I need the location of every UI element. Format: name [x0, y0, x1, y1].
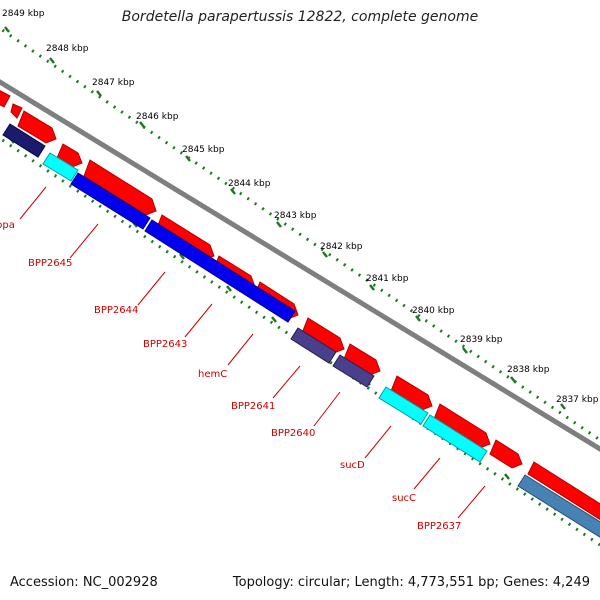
- feature-arrow: [390, 375, 433, 411]
- cds-bar-steel: [517, 474, 600, 538]
- ruler-label: 2838 kbp: [507, 365, 550, 375]
- cds-bar-cyan: [378, 386, 429, 425]
- gene-label: BPP2645: [28, 258, 72, 269]
- ruler-label: 2837 kbp: [556, 395, 599, 405]
- gene-label: BPP2637: [417, 521, 461, 532]
- gene-label: BPP2640: [271, 428, 315, 439]
- ruler-tick: [369, 284, 375, 291]
- ruler-tick: [230, 188, 236, 195]
- cds-bar-navy: [2, 123, 46, 158]
- cds-bar-blue: [144, 219, 296, 323]
- ruler-label: 2849 kbp: [2, 9, 45, 19]
- leader-line: [364, 425, 392, 459]
- ruler-tick: [271, 316, 277, 323]
- leader-line: [457, 485, 486, 519]
- gene-label: BPP2641: [231, 401, 275, 412]
- leader-line: [272, 365, 301, 399]
- cds-bar-purple: [332, 354, 375, 388]
- leader-line: [184, 303, 213, 338]
- backbone-line: [0, 79, 600, 452]
- ruler-label: 2841 kbp: [366, 274, 409, 284]
- leader-line: [413, 457, 441, 490]
- feature-arrow: [527, 461, 600, 521]
- ruler-label: 2846 kbp: [136, 112, 179, 122]
- reverse-features: [2, 123, 600, 538]
- gene-leaders: [19, 186, 486, 519]
- cds-bar-cyan: [422, 414, 488, 463]
- feature-arrow: [343, 343, 381, 376]
- ruler-label: 2844 kbp: [228, 179, 271, 189]
- feature-arrow: [433, 403, 491, 449]
- ruler-tick: [185, 155, 191, 162]
- ruler-tick: [276, 221, 282, 228]
- ruler-tick: [322, 251, 328, 258]
- leader-line: [227, 333, 254, 366]
- leader-line: [137, 271, 166, 306]
- ruler-label: 2848 kbp: [46, 44, 89, 54]
- feature-arrow: [489, 439, 523, 469]
- cds-bar-cyan: [42, 152, 79, 182]
- feature-arrow: [301, 317, 345, 354]
- ruler-tick: [4, 26, 10, 33]
- ruler-tick: [415, 315, 421, 322]
- ruler-tick: [462, 347, 468, 354]
- ruler-label: 2847 kbp: [92, 78, 135, 88]
- gene-label: BPP2644: [94, 305, 138, 316]
- ruler-tick: [96, 90, 102, 97]
- cds-bar-blue: [70, 172, 151, 230]
- feature-arrow: [17, 110, 57, 144]
- ruler-label: 2840 kbp: [412, 306, 455, 316]
- summary-text: Topology: circular; Length: 4,773,551 bp…: [232, 575, 590, 590]
- ruler-label: 2843 kbp: [274, 211, 317, 221]
- ruler-tick: [510, 376, 516, 383]
- cds-bar-purple: [290, 327, 337, 364]
- leader-line: [19, 186, 47, 220]
- gene-label: ppa: [0, 220, 15, 231]
- gene-label: sucD: [340, 460, 365, 471]
- ruler-label: 2842 kbp: [320, 242, 363, 252]
- leader-line: [313, 391, 341, 427]
- ruler-tick: [139, 121, 145, 128]
- ruler-label: 2839 kbp: [460, 335, 503, 345]
- ruler-tick: [560, 403, 566, 410]
- gene-label: sucC: [392, 493, 416, 504]
- leader-line: [69, 223, 99, 259]
- ruler-outer-dots: [0, 26, 600, 442]
- feature-arrow: [0, 90, 11, 108]
- ruler-tick: [49, 57, 55, 64]
- accession-text: Accession: NC_002928: [10, 575, 158, 590]
- ruler-label: 2845 kbp: [182, 145, 225, 155]
- gene-label: BPP2643: [143, 339, 187, 350]
- map-title: Bordetella parapertussis 12822, complete…: [121, 9, 479, 25]
- ruler-tick: [226, 285, 232, 292]
- gene-label: hemC: [198, 369, 227, 380]
- forward-features: [0, 90, 600, 521]
- ruler-tick: [504, 473, 510, 480]
- ruler-tick: [179, 253, 185, 260]
- feature-arrow: [10, 103, 23, 119]
- feature-arrow: [83, 159, 157, 216]
